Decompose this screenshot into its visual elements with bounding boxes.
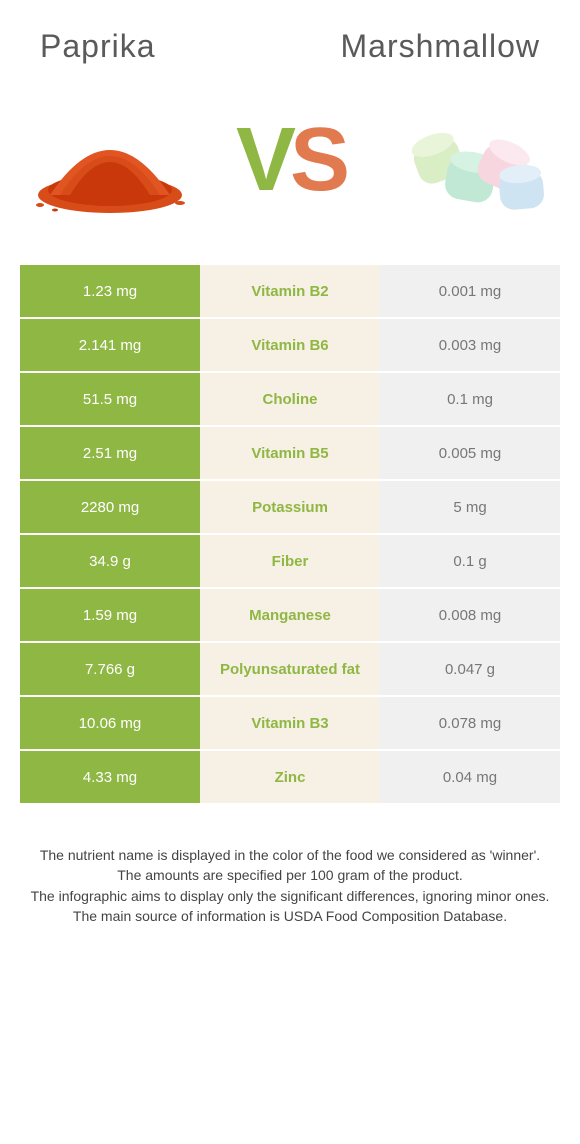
right-value: 0.001 mg — [380, 265, 560, 317]
left-value: 7.766 g — [20, 643, 200, 695]
marshmallow-image — [380, 95, 560, 225]
nutrient-label: Vitamin B3 — [200, 697, 380, 749]
nutrient-label: Vitamin B5 — [200, 427, 380, 479]
table-row: 1.59 mgManganese0.008 mg — [20, 589, 560, 643]
left-value: 51.5 mg — [20, 373, 200, 425]
table-row: 7.766 gPolyunsaturated fat0.047 g — [20, 643, 560, 697]
vs-v: V — [236, 110, 290, 210]
right-value: 0.1 g — [380, 535, 560, 587]
footnote-line: The nutrient name is displayed in the co… — [30, 845, 550, 865]
nutrient-label: Fiber — [200, 535, 380, 587]
table-row: 2.51 mgVitamin B50.005 mg — [20, 427, 560, 481]
left-value: 4.33 mg — [20, 751, 200, 803]
right-value: 0.078 mg — [380, 697, 560, 749]
table-row: 2280 mgPotassium5 mg — [20, 481, 560, 535]
left-food-title: Paprika — [40, 28, 156, 65]
left-value: 2280 mg — [20, 481, 200, 533]
table-row: 34.9 gFiber0.1 g — [20, 535, 560, 589]
footnote-line: The amounts are specified per 100 gram o… — [30, 865, 550, 885]
left-value: 1.23 mg — [20, 265, 200, 317]
table-row: 51.5 mgCholine0.1 mg — [20, 373, 560, 427]
right-value: 0.003 mg — [380, 319, 560, 371]
nutrient-table: 1.23 mgVitamin B20.001 mg2.141 mgVitamin… — [20, 265, 560, 805]
nutrient-label: Vitamin B2 — [200, 265, 380, 317]
table-row: 1.23 mgVitamin B20.001 mg — [20, 265, 560, 319]
paprika-image — [20, 95, 200, 225]
right-food-title: Marshmallow — [341, 28, 540, 65]
right-value: 0.1 mg — [380, 373, 560, 425]
right-value: 0.04 mg — [380, 751, 560, 803]
footnote-line: The main source of information is USDA F… — [30, 906, 550, 926]
footnote-line: The infographic aims to display only the… — [30, 886, 550, 906]
right-value: 5 mg — [380, 481, 560, 533]
header: Paprika Marshmallow — [0, 0, 580, 75]
nutrient-label: Choline — [200, 373, 380, 425]
left-value: 10.06 mg — [20, 697, 200, 749]
nutrient-label: Potassium — [200, 481, 380, 533]
nutrient-label: Vitamin B6 — [200, 319, 380, 371]
vs-s: S — [290, 110, 344, 210]
right-value: 0.008 mg — [380, 589, 560, 641]
right-value: 0.047 g — [380, 643, 560, 695]
footnote: The nutrient name is displayed in the co… — [0, 805, 580, 926]
table-row: 2.141 mgVitamin B60.003 mg — [20, 319, 560, 373]
nutrient-label: Manganese — [200, 589, 380, 641]
left-value: 1.59 mg — [20, 589, 200, 641]
right-value: 0.005 mg — [380, 427, 560, 479]
nutrient-label: Polyunsaturated fat — [200, 643, 380, 695]
nutrient-label: Zinc — [200, 751, 380, 803]
vs-row: VS — [0, 75, 580, 255]
table-row: 10.06 mgVitamin B30.078 mg — [20, 697, 560, 751]
left-value: 2.141 mg — [20, 319, 200, 371]
table-row: 4.33 mgZinc0.04 mg — [20, 751, 560, 805]
vs-label: VS — [236, 109, 344, 212]
left-value: 2.51 mg — [20, 427, 200, 479]
left-value: 34.9 g — [20, 535, 200, 587]
